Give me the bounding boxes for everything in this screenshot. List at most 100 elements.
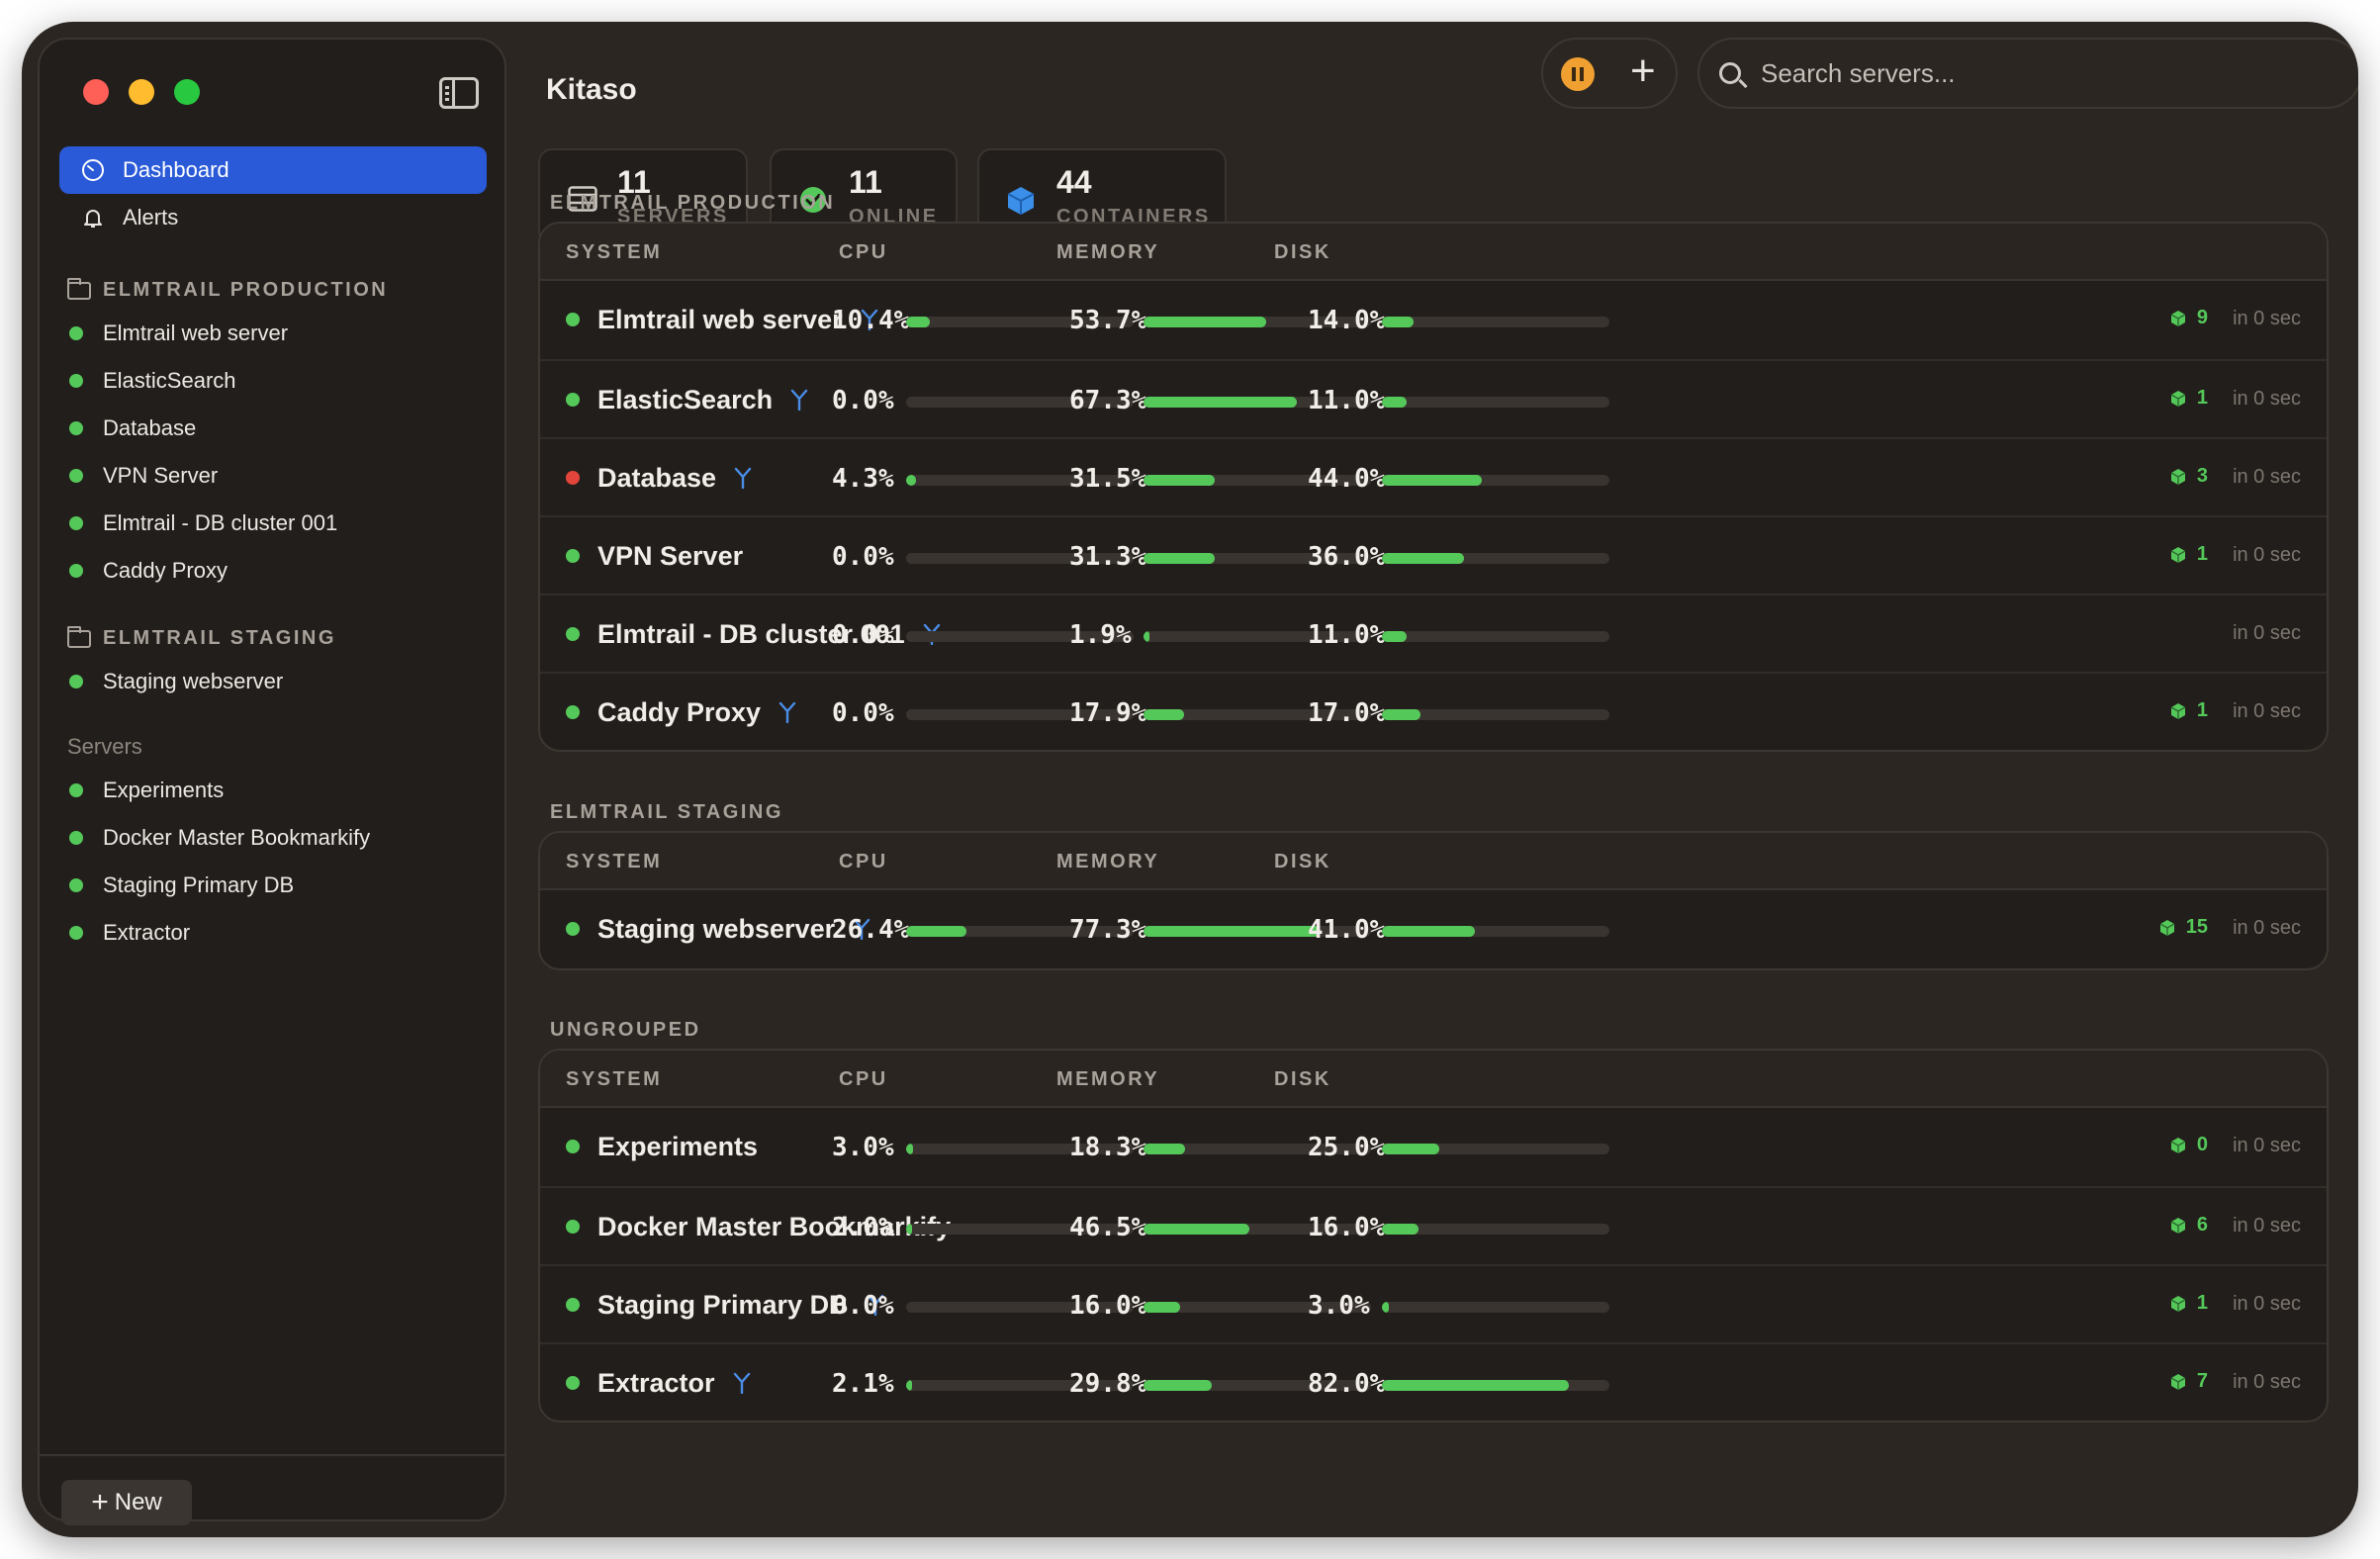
server-name[interactable]: VPN Server [597, 541, 743, 572]
app-window: Dashboard Alerts ELMTRAIL PRODUCTION Elm… [22, 22, 2358, 1537]
container-count: 9 [2169, 307, 2208, 329]
column-header-cpu[interactable]: CPU [839, 851, 888, 872]
sidebar-server-item[interactable]: Staging Primary DB [69, 872, 294, 898]
server-name[interactable]: Docker Master Bookmarkify [597, 1212, 951, 1242]
mem-usage-fill [1144, 317, 1266, 327]
server-name[interactable]: Database [597, 463, 752, 496]
sidebar-server-item[interactable]: Staging webserver [69, 669, 283, 694]
table-row[interactable]: VPN Server 0.0% 31.3% 36.0% 1 in 0 sec [540, 515, 2327, 594]
nav-dashboard[interactable]: Dashboard [59, 146, 487, 194]
disk-usage-fill [1382, 926, 1476, 937]
bell-icon [81, 206, 105, 229]
server-name-text: Elmtrail - DB cluster 001 [597, 619, 905, 649]
disk-value: 41.0% [1308, 915, 1386, 945]
server-name[interactable]: Caddy Proxy [597, 697, 796, 730]
disk-usage-bar [1382, 1302, 1609, 1313]
pause-icon[interactable] [1561, 57, 1595, 91]
sidebar-server-item[interactable]: Database [69, 415, 196, 441]
sidebar-server-item[interactable]: ElasticSearch [69, 368, 236, 394]
server-name-text: Caddy Proxy [597, 697, 762, 727]
table-row[interactable]: Caddy Proxy 0.0% 17.9% 17.0% 1 in 0 sec [540, 672, 2327, 750]
cpu-usage-bar [906, 709, 1134, 720]
column-header-memory[interactable]: MEMORY [1056, 1068, 1160, 1090]
container-icon [2170, 546, 2186, 563]
nav-alerts[interactable]: Alerts [59, 194, 487, 241]
mem-value: 18.3% [1069, 1133, 1147, 1162]
mem-value: 31.3% [1069, 542, 1147, 572]
status-dot [566, 313, 580, 326]
server-name[interactable]: Elmtrail - DB cluster 001 [597, 619, 941, 652]
status-dot [69, 421, 83, 435]
column-header-disk[interactable]: DISK [1274, 241, 1331, 263]
mem-usage-fill [1144, 1144, 1186, 1154]
sidebar-server-item[interactable]: Elmtrail web server [69, 321, 288, 346]
sidebar-server-item[interactable]: Experiments [69, 778, 224, 803]
disk-value: 82.0% [1308, 1369, 1386, 1399]
server-name[interactable]: Experiments [597, 1132, 758, 1162]
sidebar-server-item[interactable]: Caddy Proxy [69, 558, 228, 584]
column-header-cpu[interactable]: CPU [839, 1068, 888, 1090]
container-icon [2170, 390, 2186, 407]
container-icon [2170, 468, 2186, 485]
search-input[interactable] [1761, 57, 2315, 89]
table-row[interactable]: Docker Master Bookmarkify 2.0% 46.5% 16.0% 6… [540, 1186, 2327, 1264]
server-icon [568, 186, 597, 217]
stat-value: 44 [1056, 164, 1092, 200]
server-name[interactable]: Staging webserver [597, 914, 870, 947]
server-name[interactable]: ElasticSearch [597, 385, 808, 417]
table-row[interactable]: ElasticSearch 0.0% 67.3% 11.0% 1 in 0 sec [540, 359, 2327, 437]
mem-usage-bar [1144, 553, 1371, 564]
minimize-window-button[interactable] [129, 79, 154, 105]
container-icon [2170, 1295, 2186, 1312]
mem-usage-bar [1144, 709, 1371, 720]
disk-value: 14.0% [1308, 306, 1386, 335]
table-row[interactable]: Experiments 3.0% 18.3% 25.0% 0 in 0 sec [540, 1108, 2327, 1186]
container-icon [2159, 919, 2175, 936]
close-window-button[interactable] [83, 79, 109, 105]
column-header-disk[interactable]: DISK [1274, 1068, 1331, 1090]
cpu-usage-fill [906, 926, 966, 937]
search-icon [1719, 62, 1741, 84]
server-name[interactable]: Staging Primary DB [597, 1290, 884, 1323]
new-button[interactable]: + New [61, 1480, 192, 1525]
column-header-cpu[interactable]: CPU [839, 241, 888, 263]
sidebar-server-item[interactable]: Elmtrail - DB cluster 001 [69, 510, 337, 536]
table-row[interactable]: Extractor 2.1% 29.8% 82.0% 7 in 0 sec [540, 1342, 2327, 1421]
maximize-window-button[interactable] [174, 79, 200, 105]
sidebar-server-item[interactable]: Docker Master Bookmarkify [69, 825, 370, 851]
server-name[interactable]: Extractor [597, 1368, 751, 1401]
nav-label: Dashboard [123, 157, 229, 182]
column-header-memory[interactable]: MEMORY [1056, 241, 1160, 263]
mem-usage-bar [1144, 475, 1371, 486]
fork-icon [867, 1292, 884, 1323]
updated-time: in 0 sec [2233, 308, 2301, 329]
status-dot [69, 783, 83, 797]
column-header-system[interactable]: SYSTEM [566, 1068, 663, 1090]
column-header-disk[interactable]: DISK [1274, 851, 1331, 872]
plus-icon[interactable]: + [1630, 46, 1656, 95]
status-dot [69, 926, 83, 940]
cpu-value: 4.3% [832, 464, 894, 494]
column-header-system[interactable]: SYSTEM [566, 851, 663, 872]
disk-value: 3.0% [1308, 1291, 1370, 1321]
column-header-system[interactable]: SYSTEM [566, 241, 663, 263]
table-row[interactable]: Elmtrail - DB cluster 001 0.0% 1.9% 11.0% in… [540, 594, 2327, 672]
sidebar-server-item[interactable]: VPN Server [69, 463, 218, 489]
status-dot [69, 374, 83, 388]
search-box[interactable] [1697, 38, 2358, 109]
server-name[interactable]: Elmtrail web server [597, 305, 878, 337]
cpu-usage-bar [906, 631, 1134, 642]
group-header-staging[interactable]: ELMTRAIL STAGING [67, 625, 336, 650]
status-dot [566, 1376, 580, 1390]
table-row[interactable]: Elmtrail web server 10.4% 53.7% 14.0% 9 in 0 … [540, 281, 2327, 359]
disk-usage-fill [1382, 317, 1415, 327]
table-row[interactable]: Staging Primary DB 0.0% 16.0% 3.0% 1 in 0 sec [540, 1264, 2327, 1342]
column-header-memory[interactable]: MEMORY [1056, 851, 1160, 872]
updated-time: in 0 sec [2233, 466, 2301, 488]
sidebar-toggle-icon[interactable] [439, 77, 479, 109]
table-row[interactable]: Staging webserver 26.4% 77.3% 41.0% 15 in 0 s… [540, 890, 2327, 968]
group-header-production[interactable]: ELMTRAIL PRODUCTION [67, 277, 388, 302]
table-row[interactable]: Database 4.3% 31.5% 44.0% 3 in 0 sec [540, 437, 2327, 515]
status-dot [566, 1298, 580, 1312]
sidebar-server-item[interactable]: Extractor [69, 920, 190, 946]
